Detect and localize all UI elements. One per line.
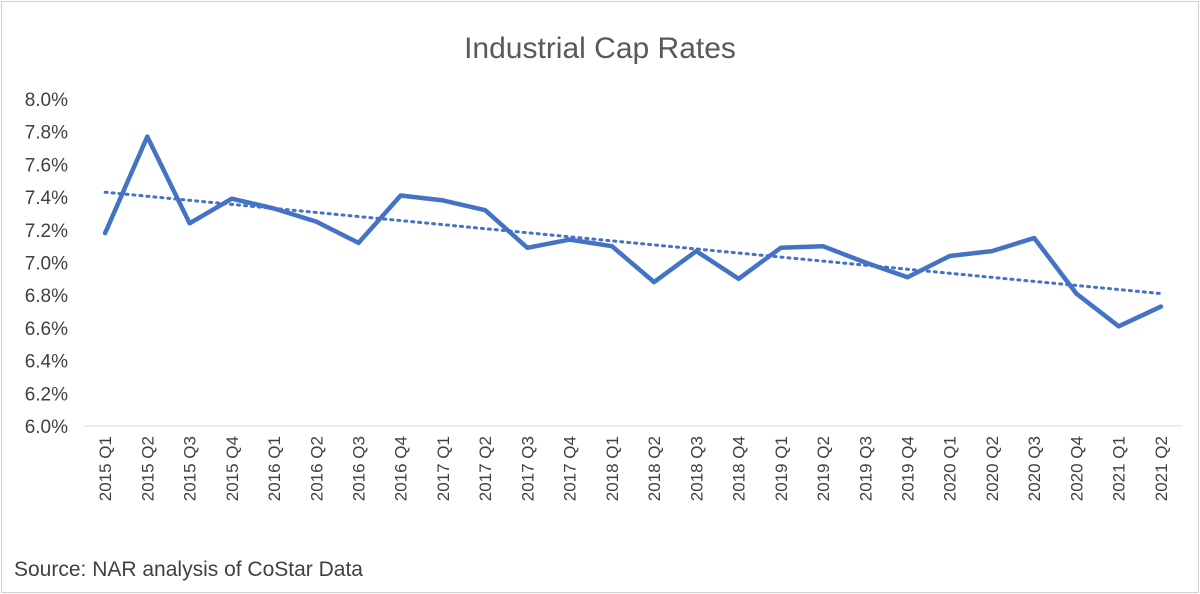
y-tick-label: 6.8% [25,286,68,307]
x-tick-label: 2016 Q3 [350,436,369,501]
data-point [103,231,108,236]
data-point [187,221,192,226]
data-point [145,134,150,139]
data-point [1074,291,1079,296]
data-point [483,208,488,213]
data-point [778,245,783,250]
x-tick-label: 2018 Q2 [645,436,664,501]
data-point [989,249,994,254]
data-point [525,245,530,250]
data-point [1032,235,1037,240]
x-tick-label: 2017 Q1 [434,436,453,501]
x-tick-label: 2015 Q4 [223,436,242,501]
x-tick-label: 2015 Q3 [181,436,200,501]
series-line [102,134,1164,329]
data-point [609,244,614,249]
data-point [229,196,234,201]
x-tick-label: 2020 Q1 [941,436,960,501]
y-tick-label: 6.4% [25,352,68,373]
x-tick-label: 2019 Q2 [814,436,833,501]
source-note: Source: NAR analysis of CoStar Data [14,558,363,581]
x-tick-label: 2015 Q1 [96,436,115,501]
x-tick-label: 2020 Q2 [983,436,1002,501]
x-axis: 2015 Q1 2015 Q2 2015 Q3 2015 Q4 2016 Q1 2016 … [96,436,1171,501]
x-tick-label: 2019 Q3 [856,436,875,501]
y-axis: 6.0% 6.2% 6.4% 6.6% 6.8% 7.0% 7.2% 7.4% 7.6% 7.8%… [25,90,68,438]
data-point [1116,324,1121,329]
x-tick-label: 2018 Q3 [687,436,706,501]
x-tick-label: 2020 Q4 [1067,436,1086,501]
x-tick-label: 2021 Q1 [1110,436,1129,501]
y-tick-label: 7.0% [25,254,68,275]
data-point [863,260,868,265]
data-points [103,134,1163,329]
chart-title: Industrial Cap Rates [464,32,736,65]
x-tick-label: 2018 Q1 [603,436,622,501]
y-tick-label: 6.6% [25,319,68,340]
x-tick-label: 2016 Q4 [392,436,411,501]
data-point [736,276,741,281]
y-tick-label: 8.0% [25,90,68,111]
y-tick-label: 6.0% [25,417,68,438]
data-point [567,237,572,242]
y-tick-label: 7.4% [25,188,68,209]
data-point [821,244,826,249]
data-point [694,249,699,254]
data-point [314,219,319,224]
data-point [1158,304,1163,309]
y-tick-label: 7.6% [25,155,68,176]
x-tick-label: 2017 Q4 [561,436,580,501]
x-tick-label: 2021 Q2 [1152,436,1171,501]
x-tick-label: 2017 Q3 [518,436,537,501]
y-tick-label: 6.2% [25,384,68,405]
x-tick-label: 2015 Q2 [138,436,157,501]
data-point [905,275,910,280]
x-tick-label: 2019 Q4 [899,436,918,501]
y-tick-label: 7.2% [25,221,68,242]
y-tick-label: 7.8% [25,123,68,144]
data-point [652,280,657,285]
x-tick-label: 2016 Q1 [265,436,284,501]
data-point [272,206,277,211]
x-tick-label: 2020 Q3 [1025,436,1044,501]
data-point [440,198,445,203]
data-point [947,253,952,258]
data-point [356,240,361,245]
x-tick-label: 2017 Q2 [476,436,495,501]
x-tick-label: 2019 Q1 [772,436,791,501]
x-tick-label: 2016 Q2 [307,436,326,501]
data-point [398,193,403,198]
x-tick-label: 2018 Q4 [730,436,749,501]
